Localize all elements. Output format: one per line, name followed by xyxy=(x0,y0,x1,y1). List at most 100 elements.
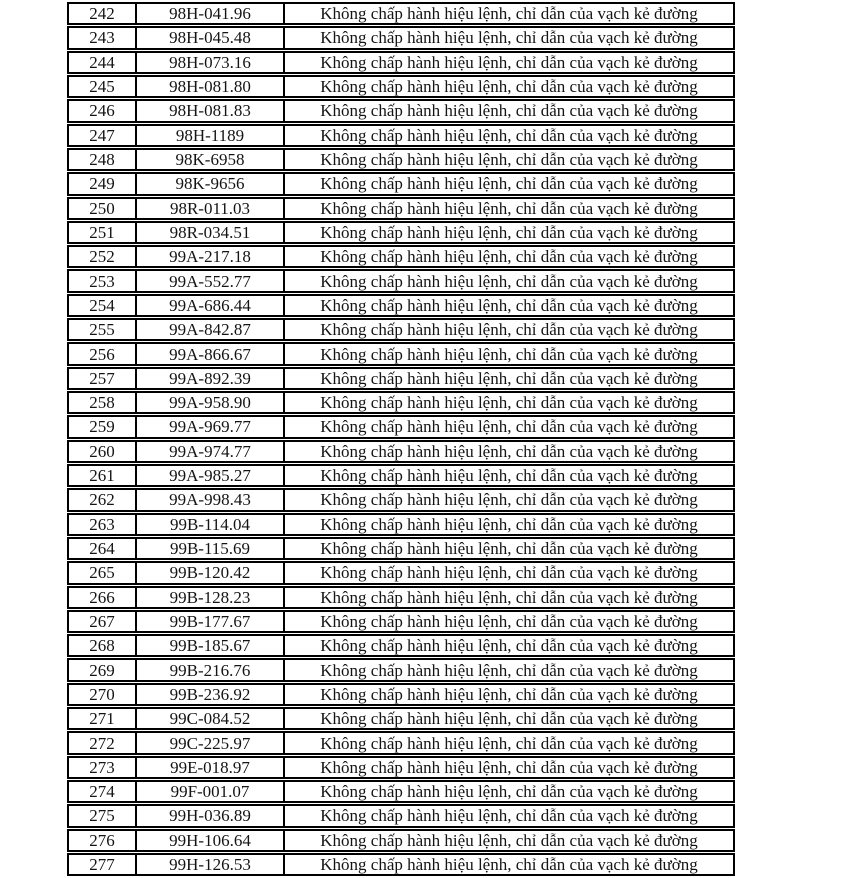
table-row: 269 99B-216.76 Không chấp hành hiệu lệnh… xyxy=(67,658,735,682)
violation-description-cell: Không chấp hành hiệu lệnh, chỉ dẫn của v… xyxy=(320,295,698,315)
license-plate-cell: 98H-041.96 xyxy=(137,4,285,24)
license-plate-cell: 99C-225.97 xyxy=(137,733,285,753)
table-row: 242 98H-041.96 Không chấp hành hiệu lệnh… xyxy=(67,2,735,26)
license-plate-cell: 99B-185.67 xyxy=(137,636,285,656)
table-row: 243 98H-045.48 Không chấp hành hiệu lệnh… xyxy=(67,26,735,50)
table-row: 262 99A-998.43 Không chấp hành hiệu lệnh… xyxy=(67,488,735,512)
violation-description-cell: Không chấp hành hiệu lệnh, chỉ dẫn của v… xyxy=(320,563,698,583)
violation-description-cell: Không chấp hành hiệu lệnh, chỉ dẫn của v… xyxy=(320,466,698,486)
violation-description-cell: Không chấp hành hiệu lệnh, chỉ dẫn của v… xyxy=(320,417,698,437)
violation-description-cell: Không chấp hành hiệu lệnh, chỉ dẫn của v… xyxy=(320,174,698,194)
row-number-cell: 258 xyxy=(69,393,137,413)
row-number-cell: 272 xyxy=(69,733,137,753)
violation-description-cell: Không chấp hành hiệu lệnh, chỉ dẫn của v… xyxy=(320,247,698,267)
violation-description-cell: Không chấp hành hiệu lệnh, chỉ dẫn của v… xyxy=(320,782,698,802)
violation-description-cell: Không chấp hành hiệu lệnh, chỉ dẫn của v… xyxy=(320,368,698,388)
table-row: 251 98R-034.51 Không chấp hành hiệu lệnh… xyxy=(67,220,735,245)
violation-description-cell: Không chấp hành hiệu lệnh, chỉ dẫn của v… xyxy=(320,101,698,121)
table-row: 250 98R-011.03 Không chấp hành hiệu lệnh… xyxy=(67,196,735,220)
table-row: 245 98H-081.80 Không chấp hành hiệu lệnh… xyxy=(67,74,735,99)
table-row: 267 99B-177.67 Không chấp hành hiệu lệnh… xyxy=(67,609,735,634)
table-row: 254 99A-686.44 Không chấp hành hiệu lệnh… xyxy=(67,293,735,318)
row-number-cell: 255 xyxy=(69,320,137,340)
table-row: 256 99A-866.67 Không chấp hành hiệu lệnh… xyxy=(67,342,735,366)
violation-description-cell: Không chấp hành hiệu lệnh, chỉ dẫn của v… xyxy=(320,733,698,753)
table-row: 268 99B-185.67 Không chấp hành hiệu lệnh… xyxy=(67,634,735,658)
violation-description-cell: Không chấp hành hiệu lệnh, chỉ dẫn của v… xyxy=(320,125,698,145)
row-number-cell: 260 xyxy=(69,441,137,461)
row-number-cell: 273 xyxy=(69,757,137,777)
row-number-cell: 248 xyxy=(69,149,137,170)
license-plate-cell: 99A-974.77 xyxy=(137,441,285,461)
row-number-cell: 251 xyxy=(69,222,137,243)
violation-description-cell: Không chấp hành hiệu lệnh, chỉ dẫn của v… xyxy=(320,636,698,656)
row-number-cell: 267 xyxy=(69,611,137,632)
violation-description-cell: Không chấp hành hiệu lệnh, chỉ dẫn của v… xyxy=(320,539,698,559)
table-row: 259 99A-969.77 Không chấp hành hiệu lệnh… xyxy=(67,415,735,439)
row-number-cell: 250 xyxy=(69,198,137,218)
table-row: 270 99B-236.92 Không chấp hành hiệu lệnh… xyxy=(67,682,735,707)
license-plate-cell: 98H-081.80 xyxy=(137,76,285,97)
license-plate-cell: 99C-084.52 xyxy=(137,709,285,729)
license-plate-cell: 98H-081.83 xyxy=(137,101,285,121)
violation-description-cell: Không chấp hành hiệu lệnh, chỉ dẫn của v… xyxy=(320,320,698,340)
license-plate-cell: 98R-034.51 xyxy=(137,222,285,243)
violation-description-cell: Không chấp hành hiệu lệnh, chỉ dẫn của v… xyxy=(320,684,698,704)
row-number-cell: 269 xyxy=(69,660,137,680)
license-plate-cell: 99B-114.04 xyxy=(137,514,285,534)
license-plate-cell: 99A-892.39 xyxy=(137,368,285,388)
license-plate-cell: 98K-6958 xyxy=(137,149,285,170)
violation-description-cell: Không chấp hành hiệu lệnh, chỉ dẫn của v… xyxy=(320,611,698,631)
violations-table: 242 98H-041.96 Không chấp hành hiệu lệnh… xyxy=(67,2,735,877)
license-plate-cell: 99E-018.97 xyxy=(137,757,285,777)
row-number-cell: 266 xyxy=(69,587,137,607)
license-plate-cell: 99H-126.53 xyxy=(137,854,285,875)
license-plate-cell: 99A-217.18 xyxy=(137,247,285,267)
table-row: 273 99E-018.97 Không chấp hành hiệu lệnh… xyxy=(67,755,735,779)
table-row: 272 99C-225.97 Không chấp hành hiệu lệnh… xyxy=(67,731,735,755)
violation-description-cell: Không chấp hành hiệu lệnh, chỉ dẫn của v… xyxy=(320,830,698,850)
license-plate-cell: 98H-045.48 xyxy=(137,28,285,48)
row-number-cell: 271 xyxy=(69,709,137,729)
row-number-cell: 277 xyxy=(69,854,137,875)
row-number-cell: 247 xyxy=(69,125,137,145)
table-row: 244 98H-073.16 Không chấp hành hiệu lệnh… xyxy=(67,50,735,74)
row-number-cell: 256 xyxy=(69,344,137,364)
violation-description-cell: Không chấp hành hiệu lệnh, chỉ dẫn của v… xyxy=(320,393,698,413)
table-row: 264 99B-115.69 Không chấp hành hiệu lệnh… xyxy=(67,536,735,561)
license-plate-cell: 99H-036.89 xyxy=(137,806,285,826)
table-row: 266 99B-128.23 Không chấp hành hiệu lệnh… xyxy=(67,585,735,609)
row-number-cell: 252 xyxy=(69,247,137,267)
license-plate-cell: 99A-958.90 xyxy=(137,393,285,413)
table-row: 248 98K-6958 Không chấp hành hiệu lệnh, … xyxy=(67,147,735,172)
table-row: 257 99A-892.39 Không chấp hành hiệu lệnh… xyxy=(67,366,735,390)
violation-description-cell: Không chấp hành hiệu lệnh, chỉ dẫn của v… xyxy=(320,709,698,729)
row-number-cell: 259 xyxy=(69,417,137,437)
violation-description-cell: Không chấp hành hiệu lệnh, chỉ dẫn của v… xyxy=(320,28,698,48)
table-row: 261 99A-985.27 Không chấp hành hiệu lệnh… xyxy=(67,463,735,488)
row-number-cell: 261 xyxy=(69,465,137,486)
violation-description-cell: Không chấp hành hiệu lệnh, chỉ dẫn của v… xyxy=(320,757,698,777)
license-plate-cell: 99A-866.67 xyxy=(137,344,285,364)
violation-description-cell: Không chấp hành hiệu lệnh, chỉ dẫn của v… xyxy=(320,77,698,97)
table-row: 275 99H-036.89 Không chấp hành hiệu lệnh… xyxy=(67,804,735,828)
license-plate-cell: 99B-120.42 xyxy=(137,563,285,583)
violation-description-cell: Không chấp hành hiệu lệnh, chỉ dẫn của v… xyxy=(320,52,698,72)
row-number-cell: 244 xyxy=(69,52,137,72)
table-row: 263 99B-114.04 Không chấp hành hiệu lệnh… xyxy=(67,512,735,536)
license-plate-cell: 99B-128.23 xyxy=(137,587,285,607)
row-number-cell: 276 xyxy=(69,830,137,850)
violation-description-cell: Không chấp hành hiệu lệnh, chỉ dẫn của v… xyxy=(320,222,698,242)
row-number-cell: 270 xyxy=(69,684,137,705)
row-number-cell: 246 xyxy=(69,101,137,121)
table-row: 247 98H-1189 Không chấp hành hiệu lệnh, … xyxy=(67,123,735,147)
row-number-cell: 253 xyxy=(69,271,137,291)
license-plate-cell: 99F-001.07 xyxy=(137,782,285,802)
row-number-cell: 243 xyxy=(69,28,137,48)
license-plate-cell: 98H-073.16 xyxy=(137,52,285,72)
table-row: 277 99H-126.53 Không chấp hành hiệu lệnh… xyxy=(67,852,735,877)
violation-description-cell: Không chấp hành hiệu lệnh, chỉ dẫn của v… xyxy=(320,271,698,291)
row-number-cell: 254 xyxy=(69,295,137,316)
violation-description-cell: Không chấp hành hiệu lệnh, chỉ dẫn của v… xyxy=(320,344,698,364)
